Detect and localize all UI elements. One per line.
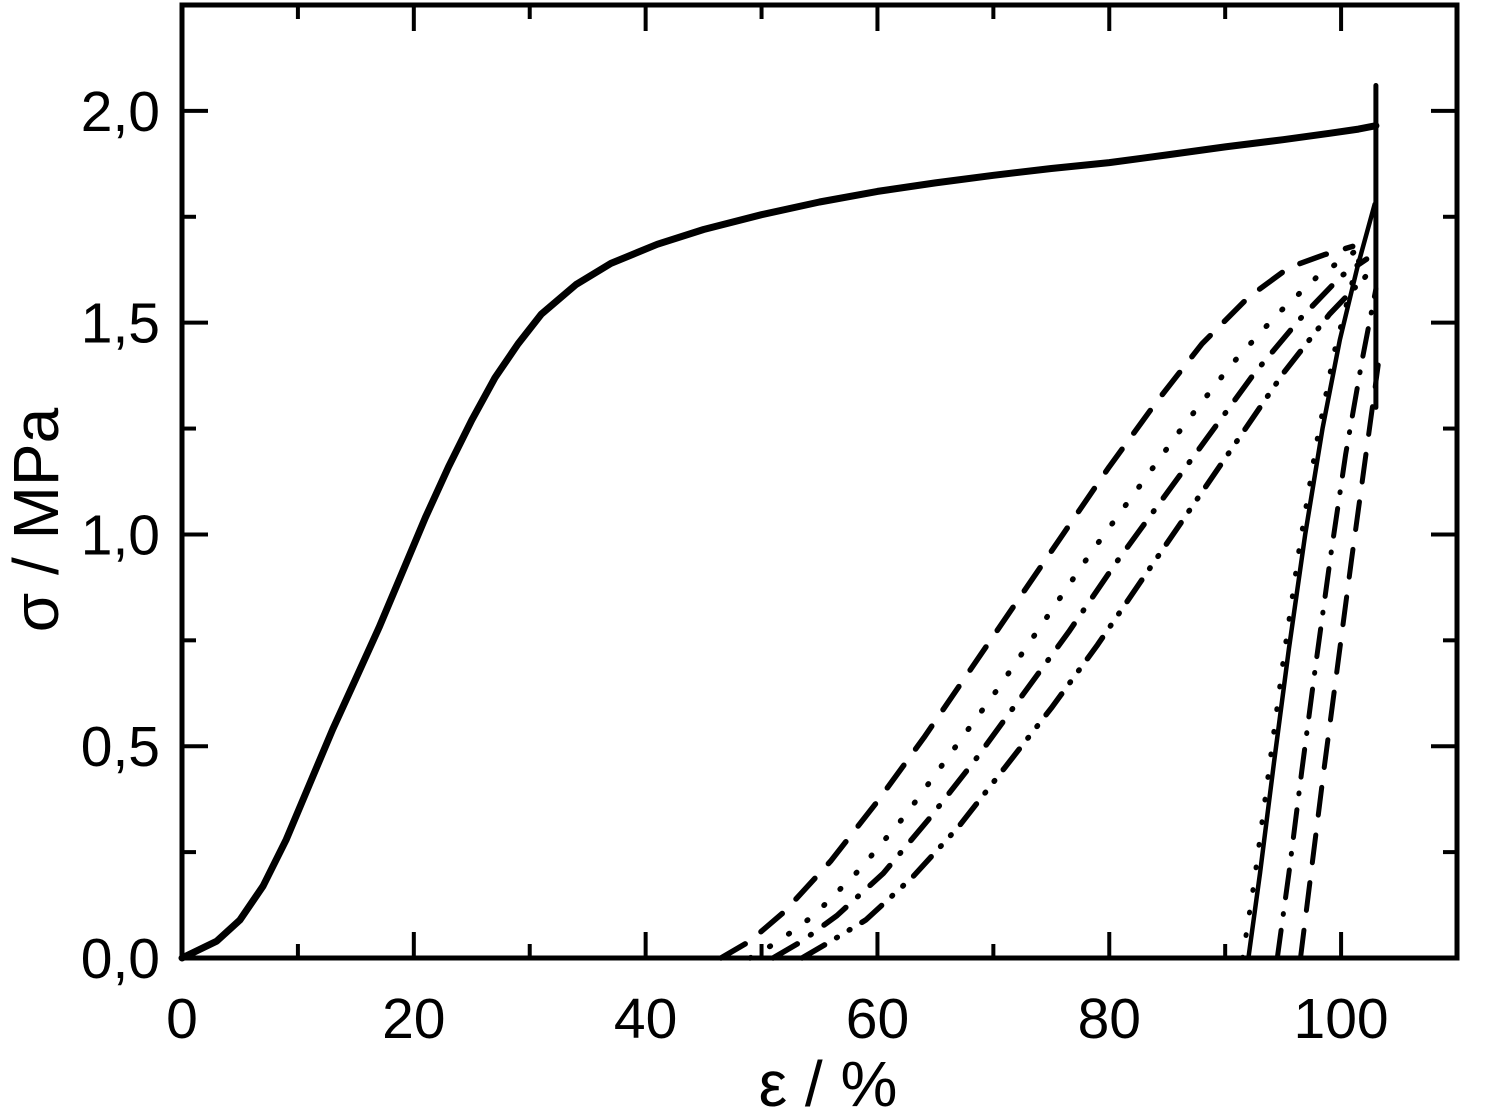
x-tick-label: 60 [846, 987, 909, 1051]
y-tick-label: 2,0 [81, 80, 160, 144]
loading-curve [178, 122, 1380, 962]
unload-dashdot [770, 256, 1370, 961]
y-tick-label: 1,0 [81, 503, 160, 567]
reload-dashdot [1274, 286, 1379, 961]
x-tick-label: 80 [1078, 987, 1141, 1051]
reload-dashed [1298, 362, 1381, 961]
unload-dashdotdot [799, 269, 1373, 961]
y-tick-label: 1,5 [81, 292, 160, 356]
unload-dotted [747, 247, 1359, 961]
y-tick-label: 0,5 [81, 715, 160, 779]
y-axis-label: σ / MPa [0, 407, 72, 632]
x-tick-label: 0 [166, 987, 198, 1051]
x-axis-label: ε / % [759, 1048, 898, 1115]
labels-layer: ε / % σ / MPa 0 20 40 60 80 100 0,0 0,5 1,0 1,5 2,… [0, 80, 1389, 1115]
plot-frame [179, 2, 1460, 961]
y-tick-label: 0,0 [81, 927, 160, 991]
x-tick-label: 40 [614, 987, 677, 1051]
reload-solid [1246, 201, 1377, 961]
series-layer [178, 83, 1381, 962]
x-tick-label: 20 [382, 987, 445, 1051]
unload-dashed [718, 243, 1356, 961]
x-tick-label: 100 [1294, 987, 1389, 1051]
